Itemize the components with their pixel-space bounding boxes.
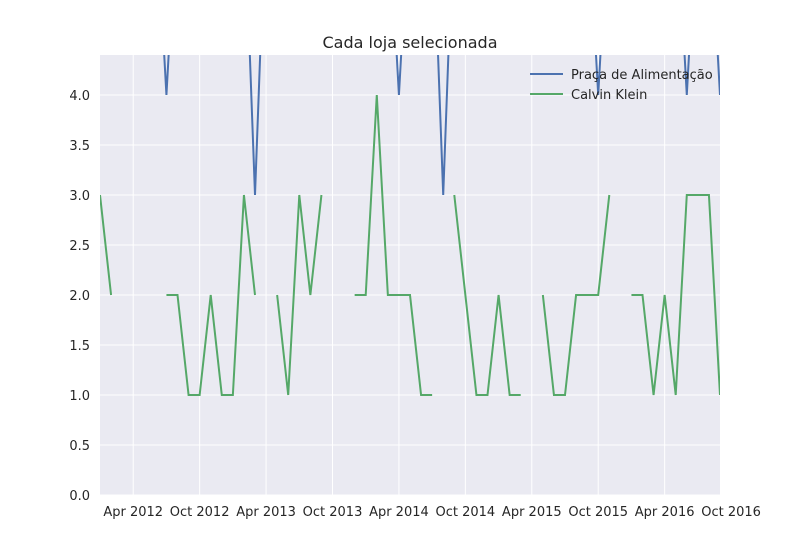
x-tick-label: Apr 2016 [635, 505, 695, 520]
x-tick-label: Oct 2016 [701, 505, 761, 520]
x-tick-label: Apr 2013 [236, 505, 296, 520]
y-tick-label: 1.5 [69, 339, 90, 354]
x-tick-label: Oct 2015 [568, 505, 628, 520]
series-group [100, 55, 720, 396]
x-axis-ticks: Apr 2012 Oct 2012 Apr 2013 Oct 2013 Apr 2014… [103, 505, 761, 520]
y-axis-ticks: 0.0 0.5 1.0 1.5 2.0 2.5 3.0 3.5 4.0 [69, 89, 90, 504]
x-tick-label: Oct 2013 [303, 505, 363, 520]
x-tick-label: Apr 2014 [369, 505, 429, 520]
legend-label-calvin-klein: Calvin Klein [571, 88, 647, 103]
legend-label-praca-de-alimentacao: Praça de Alimentação [571, 68, 713, 83]
y-tick-label: 3.0 [69, 189, 90, 204]
plot-area [100, 55, 720, 495]
x-tick-label: Oct 2012 [170, 505, 230, 520]
chart-title: Cada loja selecionada [323, 33, 498, 52]
y-tick-label: 4.0 [69, 89, 90, 104]
y-tick-label: 2.0 [69, 289, 90, 304]
y-tick-label: 0.0 [69, 489, 90, 504]
series-line-praca-de-alimentacao [163, 55, 720, 196]
x-tick-label: Oct 2014 [436, 505, 496, 520]
x-tick-label: Apr 2015 [502, 505, 562, 520]
y-tick-label: 1.0 [69, 389, 90, 404]
x-tick-label: Apr 2012 [103, 505, 163, 520]
legend[interactable]: Praça de Alimentação Calvin Klein [530, 68, 713, 103]
y-tick-label: 2.5 [69, 239, 90, 254]
series-line-calvin-klein [100, 94, 720, 396]
y-tick-label: 0.5 [69, 439, 90, 454]
y-tick-label: 3.5 [69, 139, 90, 154]
